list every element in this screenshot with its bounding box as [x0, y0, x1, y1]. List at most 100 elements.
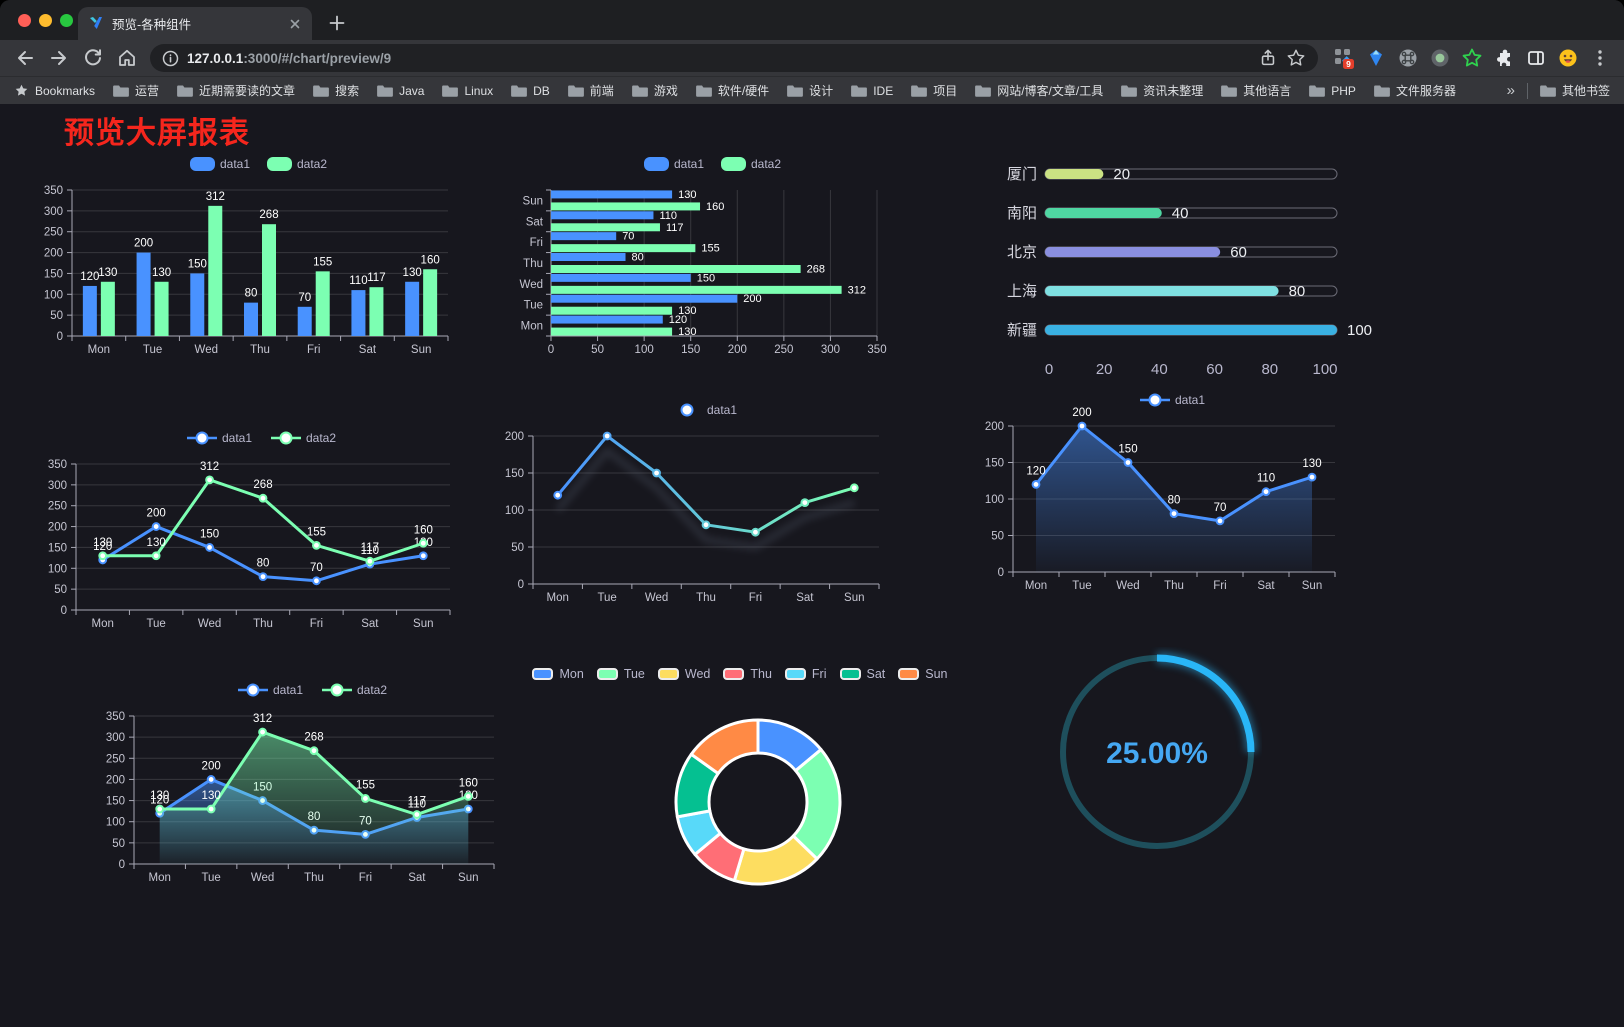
bookmark-folder[interactable]: PHP: [1309, 82, 1356, 99]
svg-text:130: 130: [150, 790, 169, 802]
folder-icon: [695, 85, 712, 97]
chart-grouped-bar[interactable]: 0 50 100 150 200 250 300 350 Mon Tue Wed Thu Fri Sat S…: [38, 150, 458, 364]
maximize-window-button[interactable]: [60, 14, 73, 27]
bookmark-folder[interactable]: 近期需要读的文章: [177, 82, 295, 99]
extension-green-star-icon[interactable]: [1456, 43, 1488, 73]
folder-icon: [787, 85, 804, 97]
svg-text:150: 150: [48, 542, 67, 554]
svg-text:120: 120: [669, 314, 687, 326]
chart-gauge[interactable]: 25.00%: [1052, 647, 1262, 857]
bookmark-folder[interactable]: 软件/硬件: [695, 82, 769, 99]
svg-text:新疆: 新疆: [1007, 322, 1037, 339]
bookmark-folder[interactable]: 资讯未整理: [1121, 82, 1203, 99]
svg-text:data1: data1: [707, 403, 737, 417]
svg-text:Mon: Mon: [521, 321, 543, 333]
other-bookmarks-label: 其他书签: [1561, 84, 1610, 98]
legend-swatch: [723, 668, 745, 680]
svg-text:80: 80: [632, 252, 644, 264]
site-info-icon[interactable]: [162, 50, 179, 67]
svg-text:0: 0: [61, 605, 67, 617]
chart-donut[interactable]: [658, 702, 858, 902]
bookmark-folder[interactable]: 前端: [567, 82, 614, 99]
svg-text:厦门: 厦门: [1007, 166, 1037, 183]
svg-text:200: 200: [44, 248, 63, 260]
bookmark-folder[interactable]: 设计: [787, 82, 833, 99]
bookmark-folder[interactable]: 项目: [911, 82, 957, 99]
svg-text:Fri: Fri: [307, 344, 320, 356]
side-panel-icon[interactable]: [1520, 43, 1552, 73]
bookmark-folder[interactable]: 网站/博客/文章/工具: [975, 82, 1103, 99]
bookmark-folder[interactable]: 运营: [113, 82, 159, 99]
svg-text:50: 50: [591, 344, 604, 356]
extension-gem-icon[interactable]: [1360, 43, 1392, 73]
svg-text:200: 200: [147, 508, 166, 520]
chart-city-progress[interactable]: 厦门 20 南阳 40 北京 60 上海 80 新疆 100 0 20 40 60 80 100: [995, 150, 1375, 395]
chart-area-line[interactable]: 0 50 100 150 200 Mon Tue Wed Thu Fri Sat Sun 120 200 1…: [983, 386, 1347, 600]
svg-text:250: 250: [48, 501, 67, 513]
share-icon[interactable]: [1258, 48, 1278, 68]
legend-swatch: [657, 668, 679, 680]
extension-tabs-icon[interactable]: 9: [1328, 43, 1360, 73]
svg-text:200: 200: [134, 238, 153, 250]
back-button[interactable]: [8, 43, 42, 73]
bookmark-folder[interactable]: 搜索: [313, 82, 359, 99]
svg-text:80: 80: [257, 558, 270, 570]
bookmark-folder[interactable]: IDE: [851, 82, 893, 99]
extension-dot-icon[interactable]: [1424, 43, 1456, 73]
donut-legend-item[interactable]: Thu: [723, 667, 772, 681]
svg-text:268: 268: [253, 479, 272, 491]
browser-menu-icon[interactable]: [1584, 43, 1616, 73]
bookmark-folder[interactable]: DB: [511, 82, 550, 99]
new-tab-button[interactable]: [326, 12, 348, 34]
forward-button[interactable]: [42, 43, 76, 73]
svg-text:data1: data1: [674, 157, 704, 171]
minimize-window-button[interactable]: [39, 14, 52, 27]
close-window-button[interactable]: [18, 14, 31, 27]
address-bar[interactable]: 127.0.0.1:3000/#/chart/preview/9: [150, 44, 1318, 72]
donut-legend-item[interactable]: Sat: [839, 667, 885, 681]
reload-button[interactable]: [76, 43, 110, 73]
svg-text:北京: 北京: [1007, 244, 1037, 261]
extension-command-icon[interactable]: [1392, 43, 1424, 73]
chart-area-line-two-series[interactable]: 0 50 100 150 200 250 300 350 Mon Tue Wed Thu Fri Sat S…: [100, 676, 506, 892]
svg-text:250: 250: [774, 344, 793, 356]
bookmarks-separator: [1526, 82, 1528, 99]
svg-text:130: 130: [202, 790, 221, 802]
svg-text:data2: data2: [297, 157, 327, 171]
chart-line-two-series[interactable]: 0 50 100 150 200 250 300 350 Mon Tue Wed Thu Fri Sat S…: [42, 424, 462, 638]
donut-legend-item[interactable]: Sun: [898, 667, 948, 681]
svg-text:data2: data2: [751, 157, 781, 171]
tab-close-icon[interactable]: [288, 17, 302, 31]
bookmark-folder[interactable]: 文件服务器: [1374, 82, 1456, 99]
bookmark-folder[interactable]: Java: [377, 82, 424, 99]
svg-text:Thu: Thu: [253, 618, 273, 630]
chart-line-gradient[interactable]: 0 50 100 150 200 Mon Tue Wed Thu Fri Sat Sun data1: [503, 396, 891, 612]
donut-legend-item[interactable]: Fri: [784, 667, 827, 681]
folder-icon: [1540, 85, 1556, 97]
svg-text:Wed: Wed: [645, 592, 668, 604]
bookmarks-overflow-chevron[interactable]: »: [1506, 82, 1515, 99]
svg-text:70: 70: [1214, 502, 1227, 514]
svg-text:data2: data2: [306, 431, 336, 445]
bookmark-folder[interactable]: 其他语言: [1221, 82, 1291, 99]
bookmark-folder[interactable]: Linux: [442, 82, 493, 99]
extension-emoji-icon[interactable]: [1552, 43, 1584, 73]
donut-legend-item[interactable]: Mon: [532, 667, 584, 681]
other-bookmarks-folder[interactable]: 其他书签: [1540, 82, 1610, 99]
bookmarks-bar: Bookmarks 运营 近期需要读的文章 搜索 Java Linux DB 前端 游戏 软件/…: [0, 76, 1624, 104]
svg-text:Mon: Mon: [92, 618, 114, 630]
chart-horizontal-bar[interactable]: 0 50 100 150 200 250 300 350 Mon Tue Wed Thu Fri Sat S…: [503, 150, 891, 364]
bookmarks-root[interactable]: Bookmarks: [14, 83, 95, 98]
svg-text:data1: data1: [220, 157, 250, 171]
svg-text:160: 160: [459, 777, 478, 789]
browser-tab[interactable]: 预览-各种组件: [78, 7, 312, 40]
bookmark-folder[interactable]: 游戏: [631, 82, 678, 99]
bookmark-star-icon[interactable]: [1286, 48, 1306, 68]
svg-text:上海: 上海: [1007, 283, 1037, 300]
home-button[interactable]: [110, 43, 144, 73]
donut-legend-item[interactable]: Wed: [657, 667, 710, 681]
svg-text:70: 70: [310, 562, 323, 574]
donut-legend-item[interactable]: Tue: [596, 667, 645, 681]
extensions-puzzle-icon[interactable]: [1488, 43, 1520, 73]
legend-label: Mon: [559, 667, 584, 681]
